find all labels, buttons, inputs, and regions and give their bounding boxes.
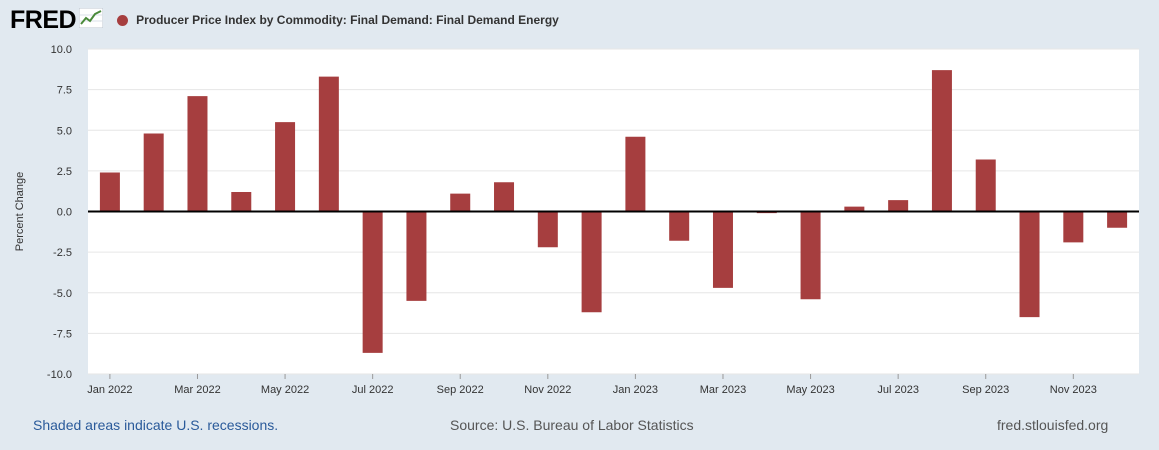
bar-aug-2023[interactable] [931,70,952,212]
bar-mar-2022[interactable] [187,96,208,212]
bar-apr-2022[interactable] [231,192,252,212]
y-tick-label: 2.5 [57,166,72,178]
bar-jul-2022[interactable] [362,211,383,353]
bar-oct-2023[interactable] [1019,211,1040,318]
bar-sep-2022[interactable] [450,193,471,212]
x-tick-label: Jan 2022 [87,384,132,396]
x-tick-label: Nov 2022 [524,384,571,396]
chart-header: FRED Producer Price Index by Commodity: … [10,6,559,34]
recession-note: Shaded areas indicate U.S. recessions. [33,417,279,433]
x-tick-label: Jul 2022 [352,384,394,396]
site-url[interactable]: fred.stlouisfed.org [997,417,1109,433]
bar-dec-2022[interactable] [581,211,602,313]
x-tick-label: May 2023 [786,384,834,396]
legend-marker [117,14,129,26]
y-axis-ticks: 10.0 7.5 5.0 2.5 0.0 -2.5 -5.0 -7.5 -10.0 [47,44,72,381]
bar-series [99,70,1128,353]
bar-jan-2022[interactable] [99,172,120,212]
x-tick-label: Nov 2023 [1050,384,1097,396]
y-tick-label: -7.5 [53,328,72,340]
bar-feb-2022[interactable] [143,133,164,212]
bar-nov-2022[interactable] [537,211,558,248]
bar-jan-2023[interactable] [625,136,646,212]
y-tick-label: 5.0 [57,125,72,137]
y-tick-label: -10.0 [47,369,72,381]
y-tick-label: 7.5 [57,85,72,97]
chart-title: Producer Price Index by Commodity: Final… [136,13,559,27]
x-tick-label: Jan 2023 [613,384,658,396]
x-tick-label: Mar 2023 [700,384,746,396]
bar-may-2022[interactable] [275,122,296,212]
bar-jul-2023[interactable] [888,200,909,212]
chart-legend: Producer Price Index by Commodity: Final… [117,13,559,27]
source-text: Source: U.S. Bureau of Labor Statistics [450,417,694,433]
y-tick-label: -2.5 [53,247,72,259]
bar-chart: 10.0 7.5 5.0 2.5 0.0 -2.5 -5.0 -7.5 -10.0 Jan 20… [14,44,1139,396]
bar-nov-2023[interactable] [1063,211,1084,243]
bar-oct-2022[interactable] [494,182,515,212]
y-tick-label: 0.0 [57,207,72,219]
x-tick-label: Sep 2023 [962,384,1009,396]
y-axis-label: Percent Change [14,172,26,252]
x-tick-label: May 2022 [261,384,309,396]
y-tick-label: -5.0 [53,288,72,300]
bar-aug-2022[interactable] [406,211,427,301]
x-tick-label: Sep 2022 [437,384,484,396]
bar-sep-2023[interactable] [975,159,996,212]
bar-dec-2023[interactable] [1107,211,1128,228]
fred-logo-text: FRED [10,5,77,34]
bar-jun-2023[interactable] [844,206,865,212]
bar-jun-2022[interactable] [318,76,339,212]
x-axis-ticks: Jan 2022 Mar 2022 May 2022 Jul 2022 Sep 2022… [87,374,1097,396]
bar-mar-2023[interactable] [712,211,733,288]
bar-may-2023[interactable] [800,211,821,300]
bar-feb-2023[interactable] [669,211,690,241]
x-tick-label: Mar 2022 [174,384,220,396]
y-tick-label: 10.0 [51,44,72,56]
x-tick-label: Jul 2023 [877,384,919,396]
